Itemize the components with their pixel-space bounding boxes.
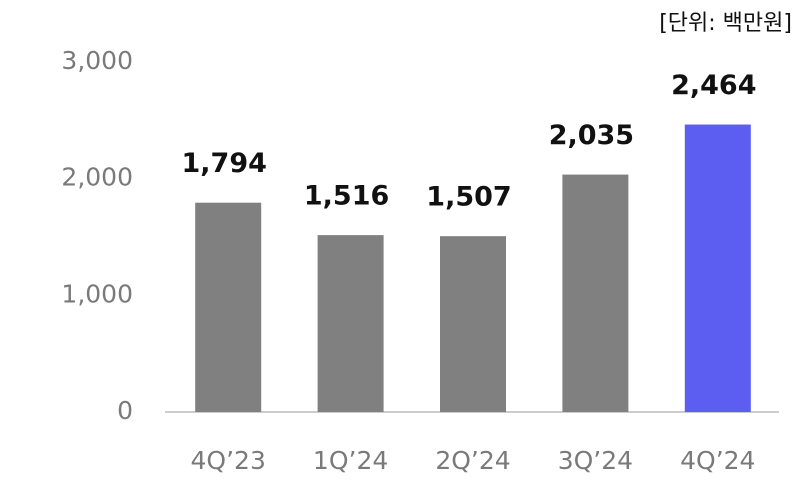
value-label: 1,794 [181, 148, 266, 179]
bar [562, 174, 629, 412]
x-tick-label: 2Q’24 [435, 446, 510, 475]
bar [195, 202, 262, 412]
bar [684, 124, 751, 413]
value-label: 2,035 [549, 120, 634, 151]
bar [317, 235, 384, 412]
x-tick-label: 4Q’23 [191, 446, 266, 475]
unit-label: [단위: 백만원] [659, 11, 792, 36]
value-label: 1,507 [426, 182, 511, 213]
x-tick-label: 4Q’24 [680, 446, 755, 475]
value-label: 1,516 [304, 181, 389, 212]
x-tick-label: 3Q’24 [558, 446, 633, 475]
y-tick-label: 0 [117, 396, 133, 425]
y-tick-label: 1,000 [61, 279, 133, 308]
x-tick-label: 1Q’24 [313, 446, 388, 475]
value-label: 2,464 [671, 70, 756, 101]
bar [440, 236, 506, 412]
y-tick-label: 2,000 [61, 163, 133, 192]
y-tick-label: 3,000 [61, 46, 133, 75]
